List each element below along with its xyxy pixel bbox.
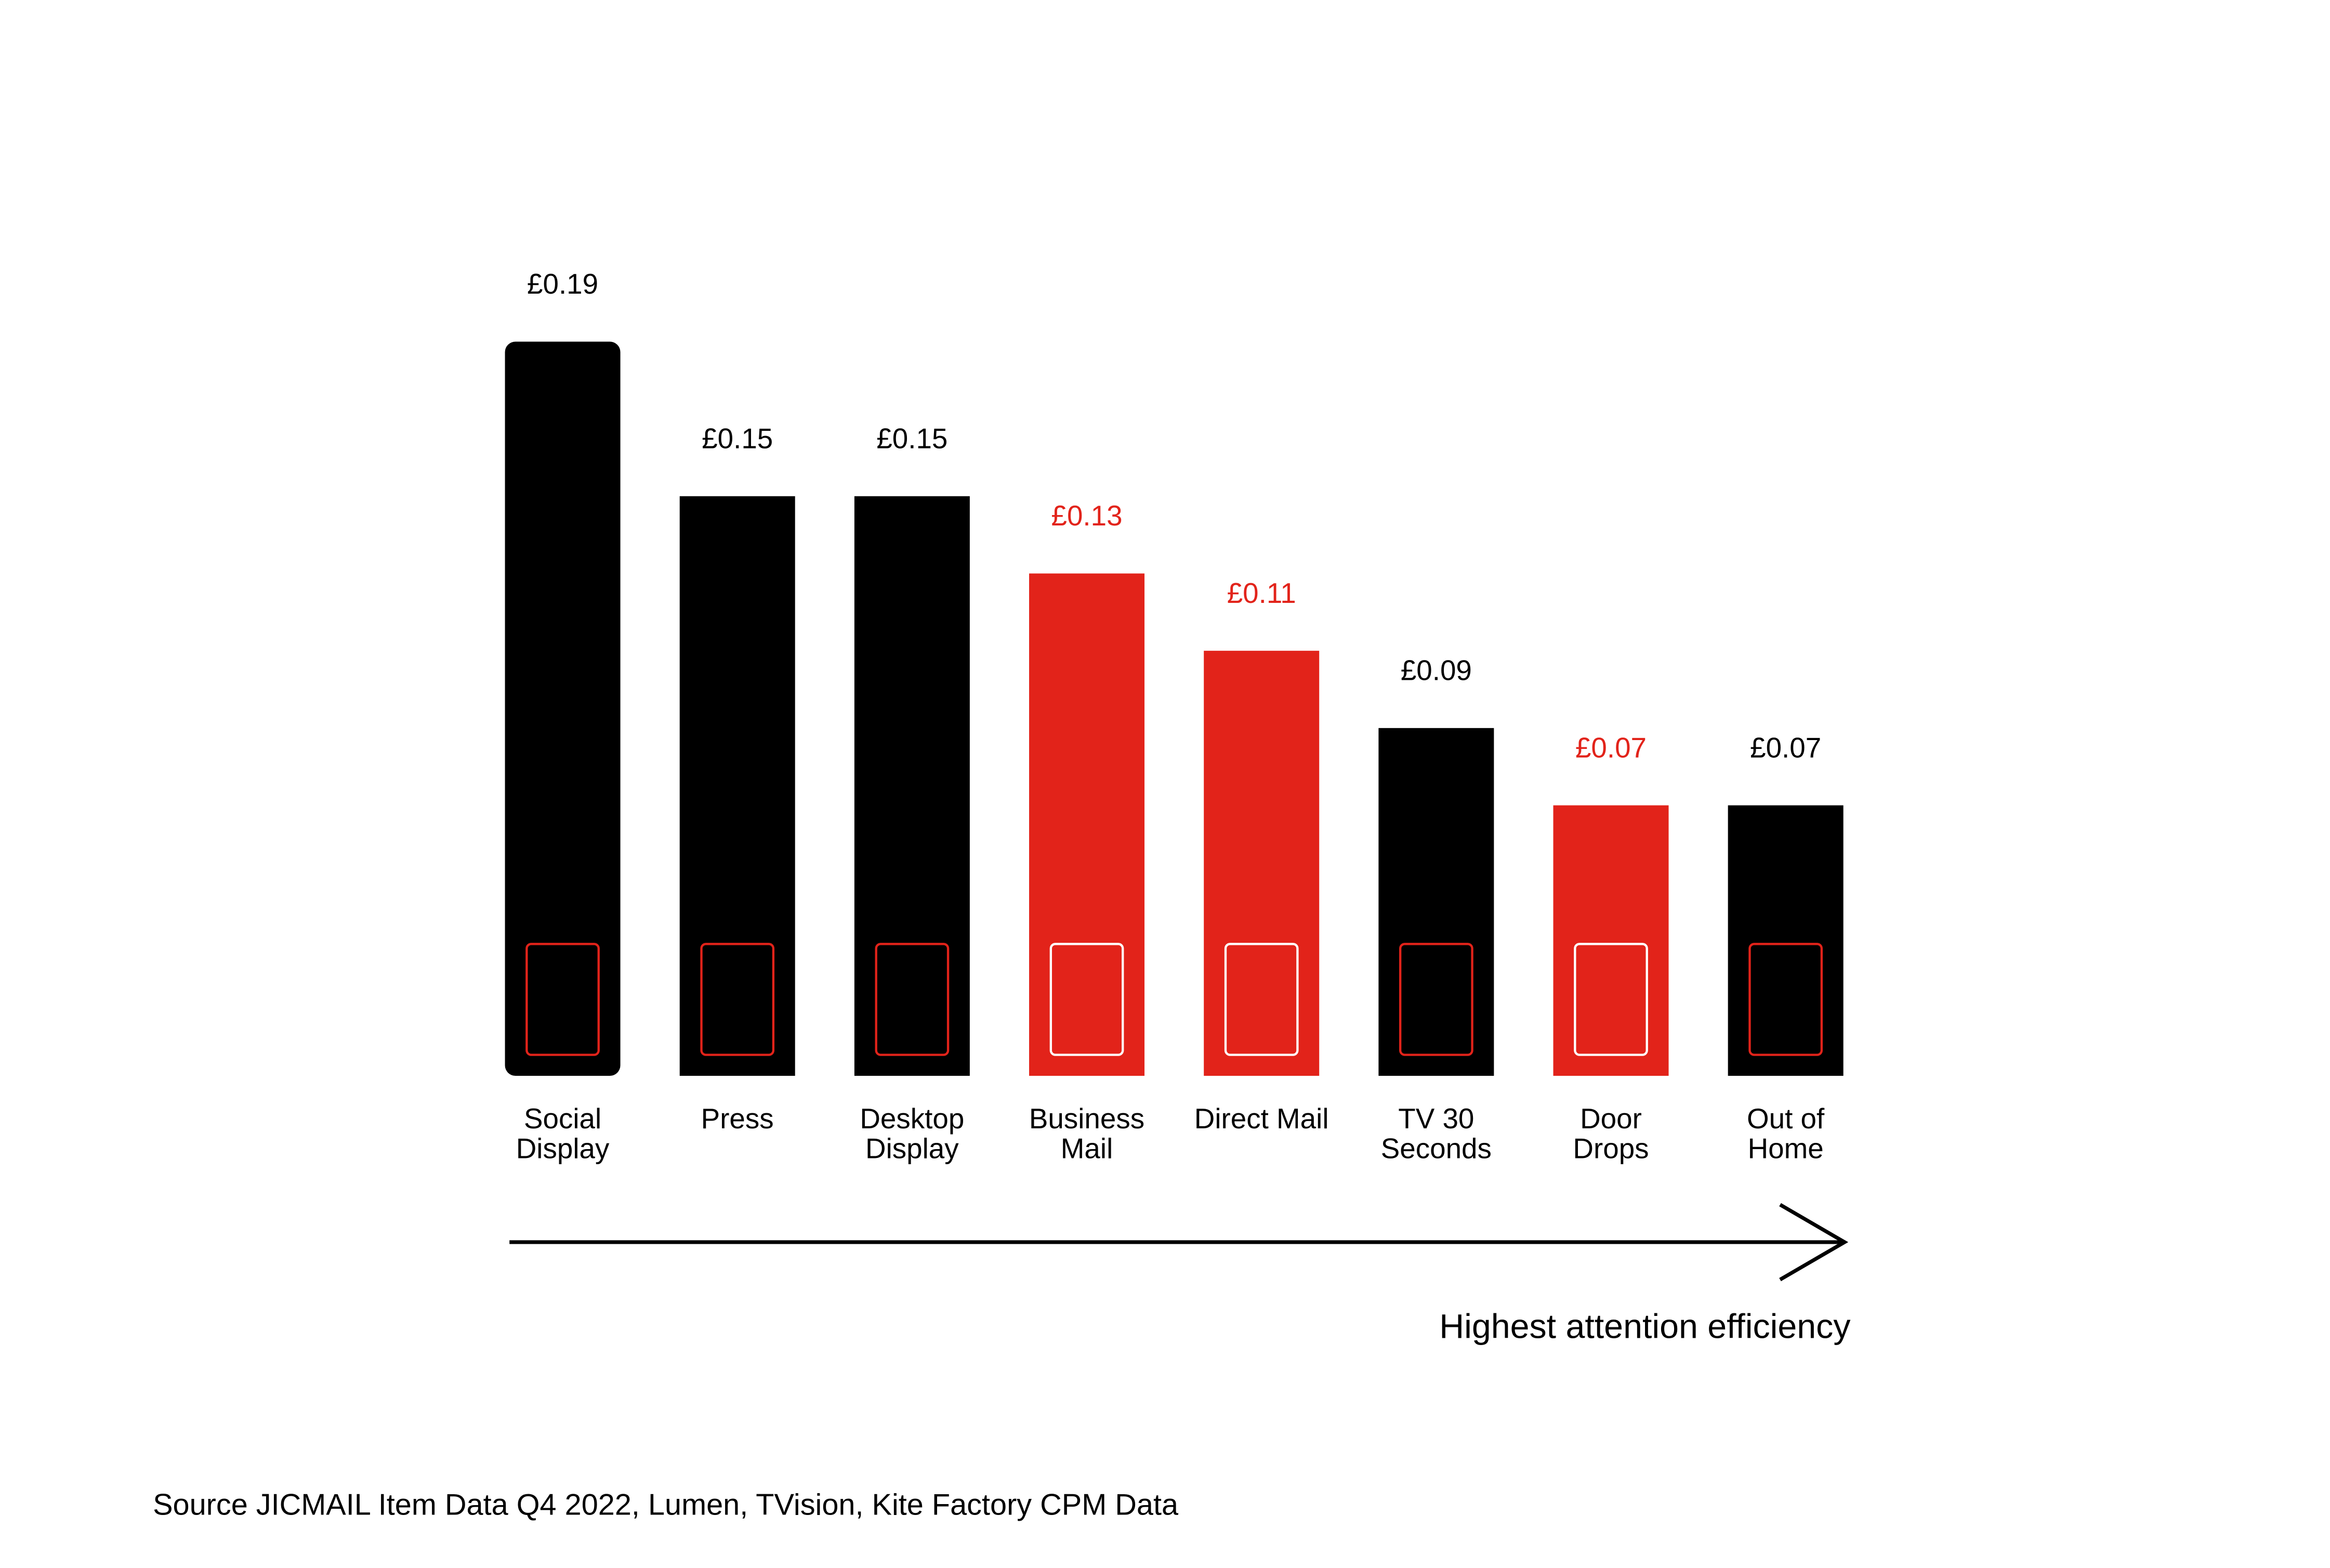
bar bbox=[1029, 573, 1145, 1076]
value-label: £0.15 bbox=[876, 422, 947, 454]
value-label: £0.11 bbox=[1227, 577, 1296, 609]
icon bbox=[1748, 943, 1823, 1056]
category-label: Desktop Display bbox=[860, 1104, 965, 1166]
icon bbox=[1049, 943, 1124, 1056]
icon bbox=[875, 943, 950, 1056]
bar bbox=[1378, 728, 1494, 1076]
value-label: £0.15 bbox=[702, 422, 773, 454]
bar bbox=[1204, 651, 1320, 1076]
bar bbox=[1728, 805, 1844, 1076]
icon bbox=[700, 943, 775, 1056]
source: Source JICMAIL Item Data Q4 2022, Lumen,… bbox=[153, 1489, 1179, 1523]
bar bbox=[854, 496, 970, 1076]
category-label: Business Mail bbox=[1029, 1104, 1145, 1166]
annotation: Highest attention efficiency bbox=[1439, 1306, 1851, 1346]
category-label: TV 30 Seconds bbox=[1380, 1104, 1492, 1166]
category-label: Social Display bbox=[516, 1104, 610, 1166]
icon bbox=[1399, 943, 1473, 1056]
value-label: £0.07 bbox=[1750, 731, 1821, 763]
icon bbox=[1574, 943, 1648, 1056]
icon bbox=[1224, 943, 1299, 1056]
value-label: £0.19 bbox=[527, 268, 598, 300]
bar bbox=[679, 496, 795, 1076]
value-label: £0.09 bbox=[1401, 654, 1472, 687]
bar bbox=[505, 341, 621, 1076]
arrow-head bbox=[1779, 1203, 1849, 1282]
category-label: Press bbox=[701, 1104, 774, 1136]
category-label: Out of Home bbox=[1747, 1104, 1825, 1166]
bar bbox=[1553, 805, 1669, 1076]
icon bbox=[525, 943, 600, 1056]
value-label: £0.13 bbox=[1051, 499, 1123, 532]
category-label: Direct Mail bbox=[1194, 1104, 1329, 1136]
value-label: £0.07 bbox=[1575, 731, 1647, 763]
category-label: Door Drops bbox=[1573, 1104, 1649, 1166]
